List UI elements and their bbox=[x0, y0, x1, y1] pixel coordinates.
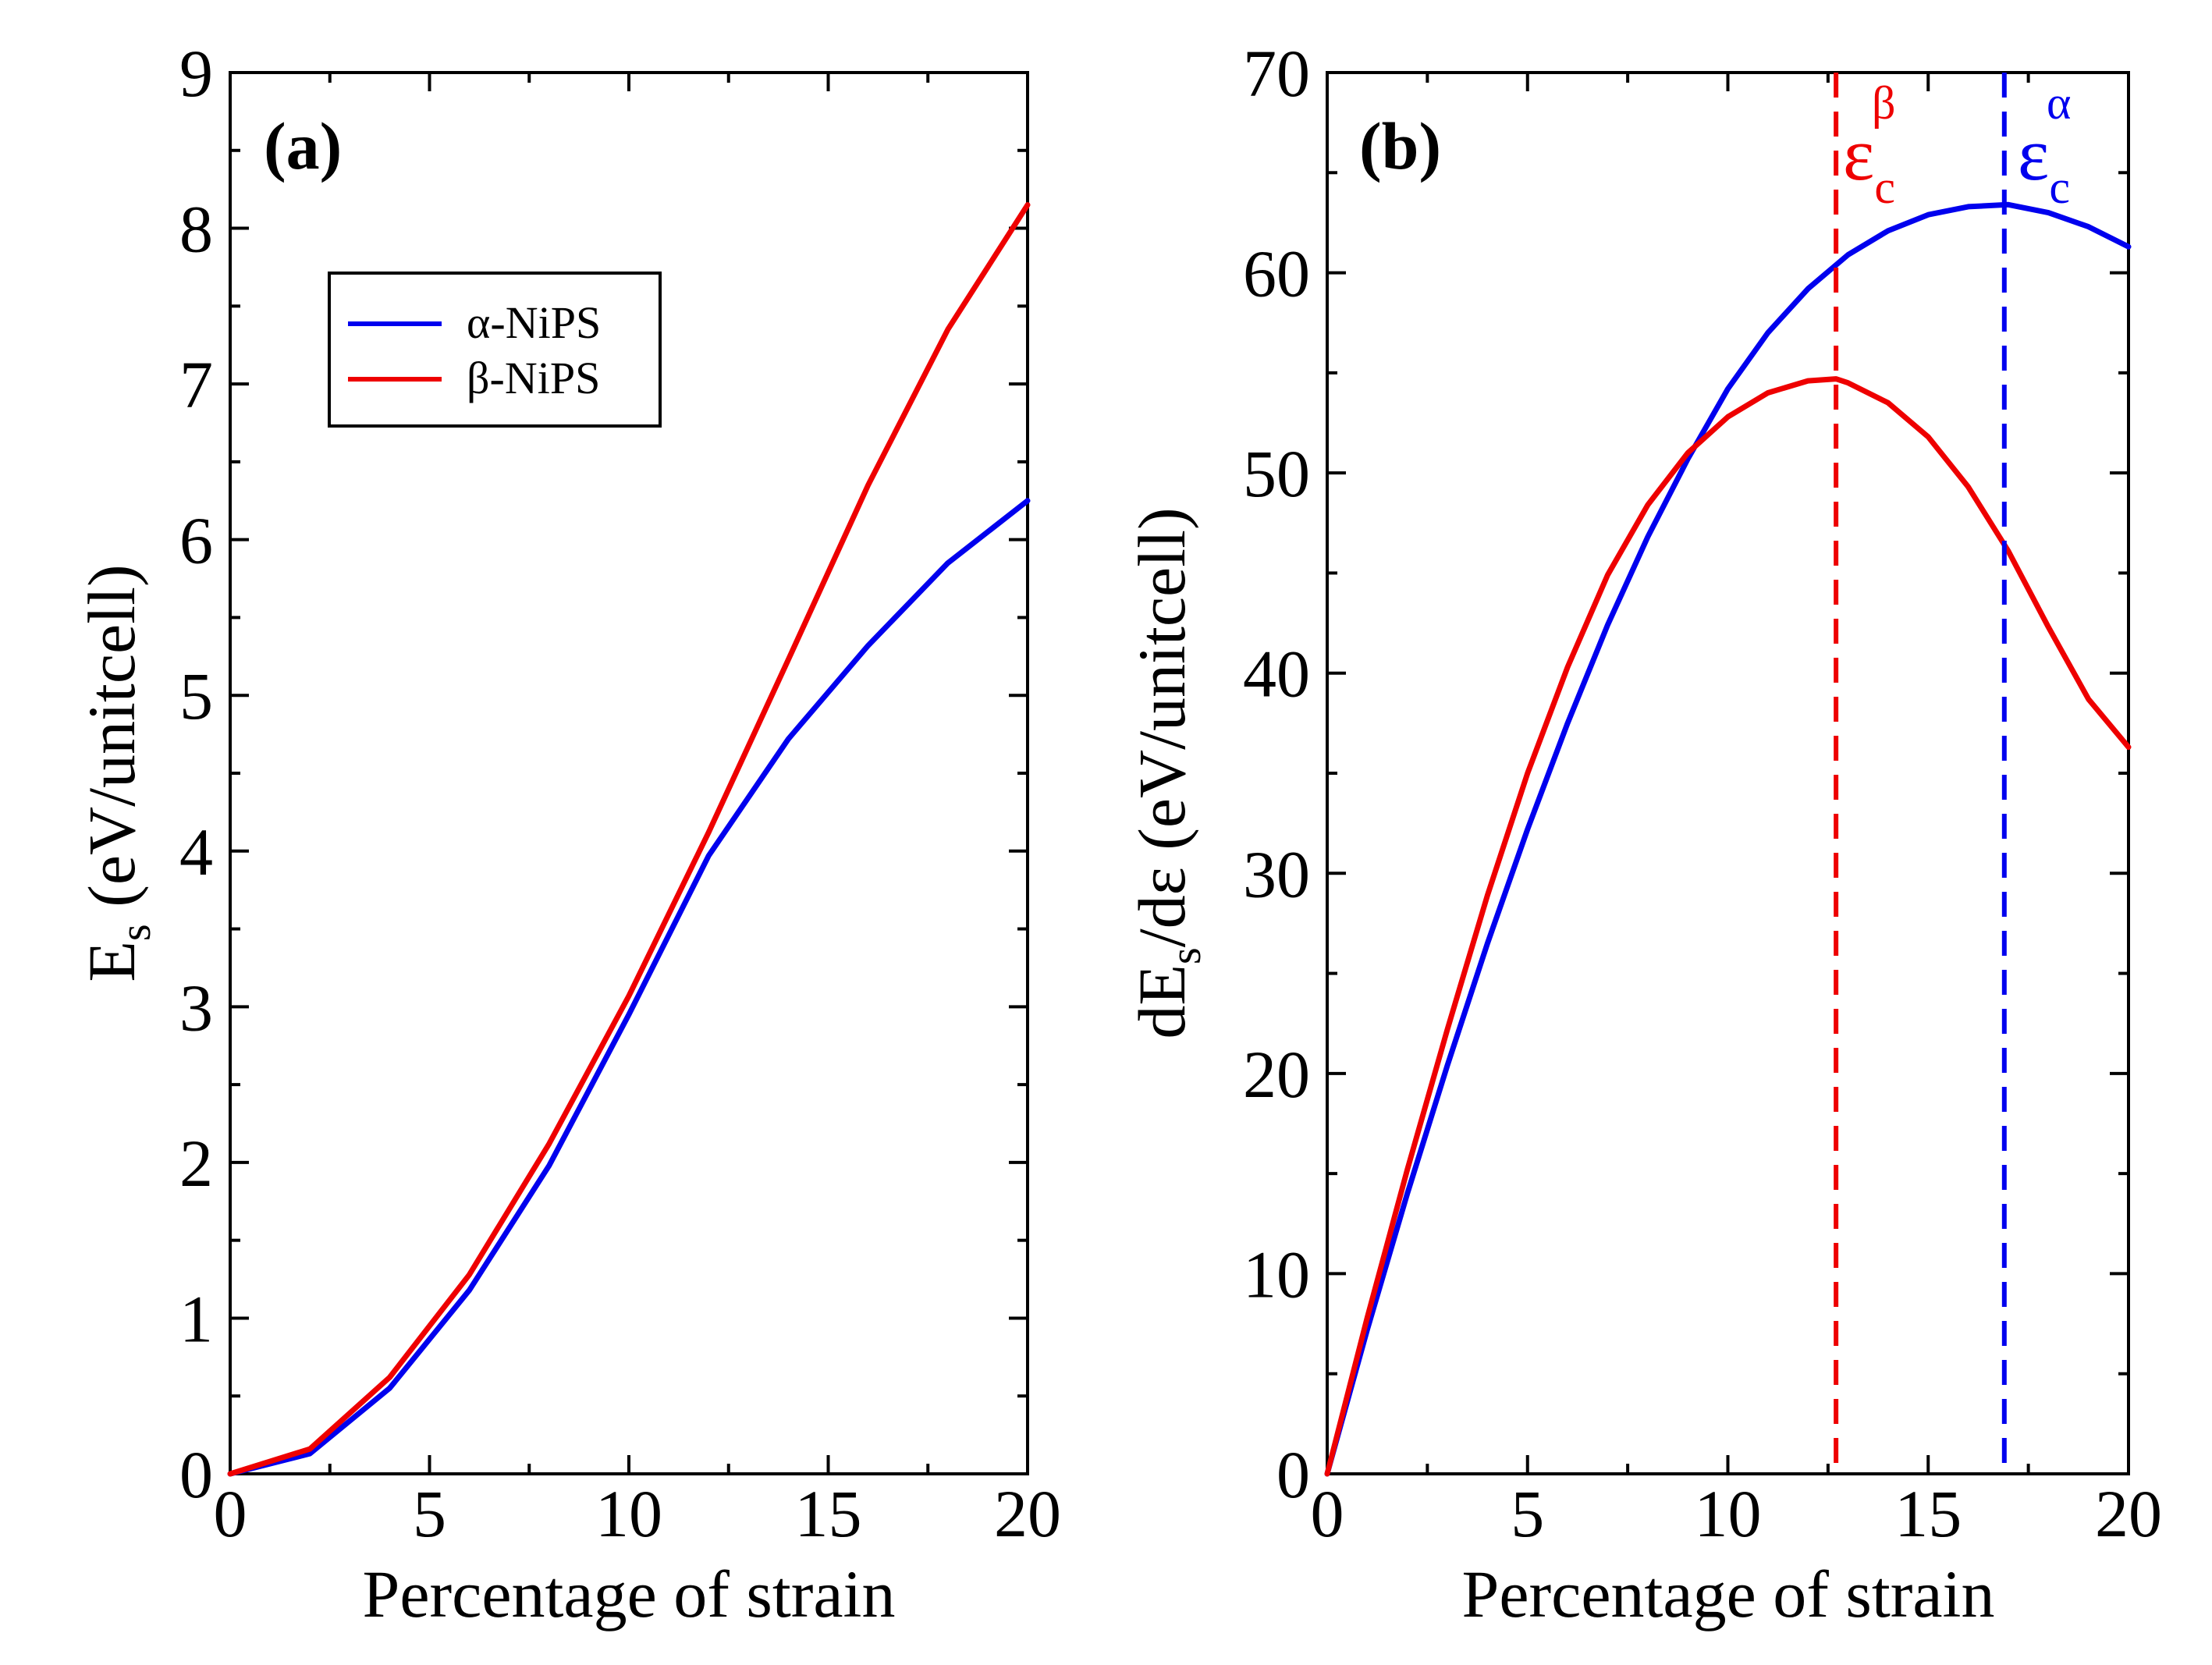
series-alpha-line-a bbox=[227, 498, 1031, 1477]
x-tick-label-b: 20 bbox=[2095, 1476, 2162, 1551]
legend-label-alpha: α-NiPS bbox=[467, 297, 601, 348]
x-tick-label-b: 15 bbox=[1894, 1476, 1962, 1551]
y-axis-title-b: dEs/dε (eV/unitcell) bbox=[1124, 507, 1210, 1038]
y-tick-label-a: 9 bbox=[179, 36, 213, 111]
critical-strain-beta-sub: c bbox=[1874, 162, 1895, 213]
x-tick-label-a: 5 bbox=[413, 1476, 446, 1551]
x-tick-label-a: 20 bbox=[994, 1476, 1061, 1551]
y-tick-label-b: 30 bbox=[1243, 836, 1310, 911]
panel-a-tag: (a) bbox=[264, 108, 342, 183]
y-tick-label-b: 20 bbox=[1243, 1037, 1310, 1112]
x-axis-title-a: Percentage of strain bbox=[363, 1557, 896, 1631]
y-tick-label-a: 1 bbox=[179, 1281, 213, 1356]
ticks-a: 0 5 10 15 20 0 1 2 3 4 5 6 7 8 9 bbox=[179, 36, 1061, 1551]
critical-strain-alpha-sup: α bbox=[2047, 77, 2071, 129]
y-tick-label-a: 0 bbox=[179, 1437, 213, 1512]
y-tick-label-a: 2 bbox=[179, 1126, 213, 1201]
x-tick-label-b: 0 bbox=[1311, 1476, 1344, 1551]
y-axis-title-a-main: E bbox=[74, 941, 149, 982]
y-tick-label-b: 60 bbox=[1243, 236, 1310, 311]
panel-b-tag: (b) bbox=[1359, 108, 1441, 183]
series-b bbox=[1324, 201, 2132, 1477]
y-axis-title-b-rest: /dε (eV/unitcell) bbox=[1124, 507, 1199, 947]
y-tick-label-a: 8 bbox=[179, 192, 213, 267]
y-axis-title-a-rest: (eV/unitcell) bbox=[74, 564, 149, 924]
critical-strain-lines bbox=[1834, 73, 2007, 1474]
x-tick-label-b: 5 bbox=[1511, 1476, 1544, 1551]
y-axis-title-b-main: dE bbox=[1124, 964, 1199, 1039]
y-tick-label-a: 3 bbox=[179, 970, 213, 1045]
y-tick-label-b: 50 bbox=[1243, 436, 1310, 511]
y-tick-label-a: 6 bbox=[179, 503, 213, 578]
critical-strain-alpha-label: εcα bbox=[2018, 77, 2071, 213]
x-tick-label-a: 0 bbox=[214, 1476, 247, 1551]
y-tick-label-a: 7 bbox=[179, 347, 213, 422]
y-axis-title-a: Es (eV/unitcell) bbox=[74, 564, 160, 982]
critical-strain-beta-sup: β bbox=[1872, 77, 1896, 129]
y-tick-label-b: 70 bbox=[1243, 36, 1310, 111]
plot-frame-b bbox=[1326, 71, 2130, 1475]
critical-strain-alpha-sub: c bbox=[2049, 162, 2070, 213]
x-axis-title-b: Percentage of strain bbox=[1462, 1557, 1995, 1631]
y-tick-label-b: 0 bbox=[1276, 1437, 1310, 1512]
series-beta-line-a bbox=[227, 202, 1031, 1477]
y-tick-label-a: 5 bbox=[179, 659, 213, 733]
legend-label-beta: β-NiPS bbox=[467, 353, 600, 403]
series-a bbox=[227, 202, 1031, 1477]
series-beta-line-b bbox=[1324, 376, 2132, 1477]
series-alpha-line-b bbox=[1324, 201, 2132, 1477]
y-axis-title-b-sub: s bbox=[1162, 947, 1210, 964]
x-tick-label-a: 10 bbox=[595, 1476, 662, 1551]
critical-strain-beta-base: ε bbox=[1843, 112, 1874, 196]
legend-a: α-NiPS β-NiPS bbox=[328, 272, 662, 428]
critical-strain-beta-label: εcβ bbox=[1843, 77, 1895, 213]
critical-strain-alpha-base: ε bbox=[2018, 112, 2049, 196]
x-tick-label-b: 10 bbox=[1695, 1476, 1762, 1551]
ticks-b: 0 5 10 15 20 0 10 20 30 40 50 60 70 bbox=[1243, 36, 2162, 1551]
panel-a: 0 5 10 15 20 0 1 2 3 4 5 6 7 8 9 (a) α-NiPS β-NiPS Per… bbox=[74, 36, 1061, 1631]
y-tick-label-a: 4 bbox=[179, 815, 213, 889]
y-tick-label-b: 10 bbox=[1243, 1237, 1310, 1312]
y-tick-label-b: 40 bbox=[1243, 637, 1310, 712]
legend-box bbox=[328, 272, 662, 428]
x-tick-label-a: 15 bbox=[795, 1476, 862, 1551]
y-axis-title-a-sub: s bbox=[112, 924, 160, 941]
